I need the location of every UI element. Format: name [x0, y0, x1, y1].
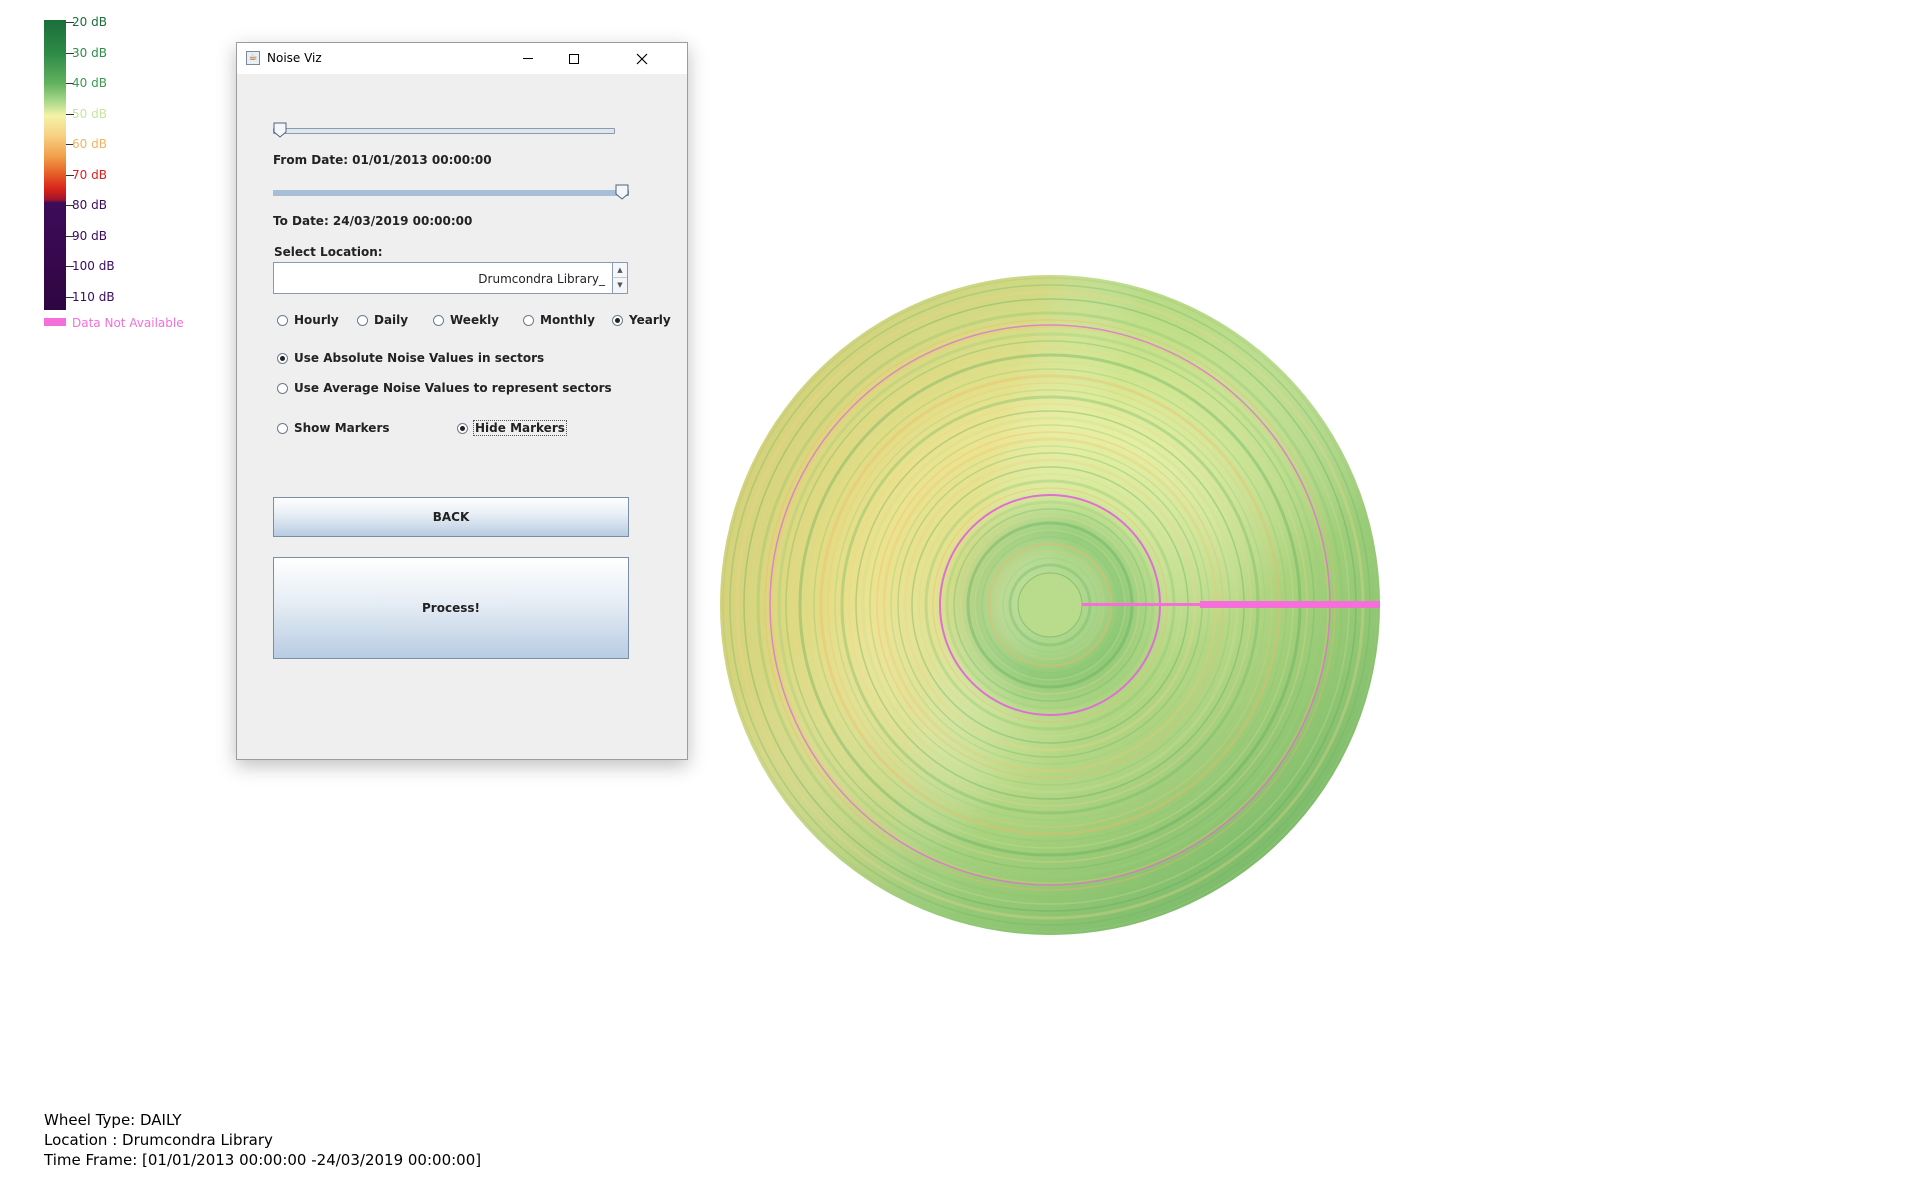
location-spinner[interactable]: Drumcondra Library_ ▲ ▼: [273, 262, 628, 294]
radio-circle: [457, 422, 468, 434]
legend-label: 20 dB: [72, 15, 107, 29]
radio-monthly-label: Monthly: [540, 313, 595, 327]
title-bar[interactable]: ☕ Noise Viz: [237, 43, 687, 74]
legend-tick: [66, 174, 74, 176]
window-title: Noise Viz: [267, 51, 322, 65]
legend-tick: [66, 22, 74, 23]
legend-label: 110 dB: [72, 289, 115, 304]
spinner-up-button[interactable]: ▲: [612, 263, 627, 278]
radio-hourly-label: Hourly: [294, 313, 339, 327]
radio-circle: [277, 352, 288, 364]
select-location-label: Select Location:: [274, 245, 383, 259]
legend-label: 40 dB: [72, 76, 107, 90]
to-date-label: To Date: 24/03/2019 00:00:00: [273, 214, 473, 228]
back-button[interactable]: BACK: [273, 497, 629, 537]
radio-hide-markers-label: Hide Markers: [473, 420, 567, 436]
radio-circle: [433, 314, 444, 326]
radio-show-markers-label: Show Markers: [294, 421, 390, 435]
radio-daily[interactable]: Daily: [357, 313, 408, 327]
legend-not-available-label: Data Not Available: [72, 316, 184, 330]
legend-tick: [66, 113, 74, 115]
legend-tick: [66, 235, 74, 237]
legend-label: 70 dB: [72, 167, 107, 182]
radio-circle: [277, 382, 288, 394]
radio-average-values[interactable]: Use Average Noise Values to represent se…: [277, 381, 612, 395]
close-button[interactable]: [597, 43, 687, 74]
wheel-center: [1017, 572, 1083, 638]
legend-tick: [66, 205, 74, 206]
wheel-info: Wheel Type: DAILY Location : Drumcondra …: [44, 1110, 481, 1170]
radio-circle: [277, 422, 288, 434]
slider-thumb[interactable]: [615, 184, 629, 200]
radio-weekly[interactable]: Weekly: [433, 313, 499, 327]
maximize-icon: [569, 53, 579, 64]
slider-track: [273, 128, 615, 134]
legend-tick: [66, 296, 74, 298]
legend-label: 30 dB: [72, 45, 107, 60]
radio-hourly[interactable]: Hourly: [277, 313, 339, 327]
radio-monthly[interactable]: Monthly: [523, 313, 595, 327]
noise-wheel: [720, 275, 1380, 935]
legend-tick: [66, 52, 74, 54]
minimize-button[interactable]: [505, 43, 551, 74]
noise-legend: 20 dB 30 dB 40 dB 50 dB 60 dB 70 dB 80 dB 90 dB…: [44, 16, 244, 340]
legend-tick: [66, 266, 74, 267]
legend-tick: [66, 144, 74, 145]
location-value: Drumcondra Library_: [478, 272, 605, 286]
radio-circle: [277, 314, 288, 326]
radio-yearly[interactable]: Yearly: [612, 313, 671, 327]
radio-show-markers[interactable]: Show Markers: [277, 421, 390, 435]
java-coffee-icon: ☕: [246, 51, 260, 65]
process-button[interactable]: Process!: [273, 557, 629, 659]
radio-hide-markers[interactable]: Hide Markers: [457, 420, 567, 436]
radio-absolute-values[interactable]: Use Absolute Noise Values in sectors: [277, 351, 544, 365]
radio-yearly-label: Yearly: [629, 313, 671, 327]
legend-tick: [66, 83, 74, 84]
radio-average-values-label: Use Average Noise Values to represent se…: [294, 381, 612, 395]
radio-absolute-values-label: Use Absolute Noise Values in sectors: [294, 351, 545, 365]
slider-thumb[interactable]: [273, 122, 287, 138]
radio-circle: [523, 314, 534, 326]
from-date-slider[interactable]: [273, 122, 615, 139]
radio-circle: [612, 314, 623, 326]
from-date-label: From Date: 01/01/2013 00:00:00: [273, 153, 492, 167]
legend-label: 90 dB: [72, 228, 107, 243]
legend-label: 100 dB: [72, 259, 115, 273]
location-text: Location : Drumcondra Library: [44, 1131, 273, 1149]
legend-not-available-swatch: [44, 318, 66, 326]
maximize-button[interactable]: [551, 43, 597, 74]
slider-fill: [273, 190, 622, 196]
to-date-slider[interactable]: [273, 184, 629, 201]
minimize-icon: [523, 58, 533, 59]
radio-daily-label: Daily: [374, 313, 409, 327]
spinner-down-button[interactable]: ▼: [612, 278, 627, 293]
legend-label: 50 dB: [72, 106, 107, 121]
legend-label: 60 dB: [72, 137, 107, 151]
time-frame-text: Time Frame: [01/01/2013 00:00:00 -24/03/…: [44, 1151, 482, 1169]
legend-color-bar: [44, 20, 66, 310]
close-icon: [636, 53, 648, 64]
noise-viz-window: ☕ Noise Viz From Date: 01/01/2013 00:00:…: [236, 42, 688, 760]
legend-label: 80 dB: [72, 198, 107, 212]
wheel-type-text: Wheel Type: DAILY: [44, 1111, 182, 1129]
radio-circle: [357, 314, 368, 326]
radio-weekly-label: Weekly: [450, 313, 500, 327]
wheel-missing-data-band: [1200, 601, 1380, 608]
